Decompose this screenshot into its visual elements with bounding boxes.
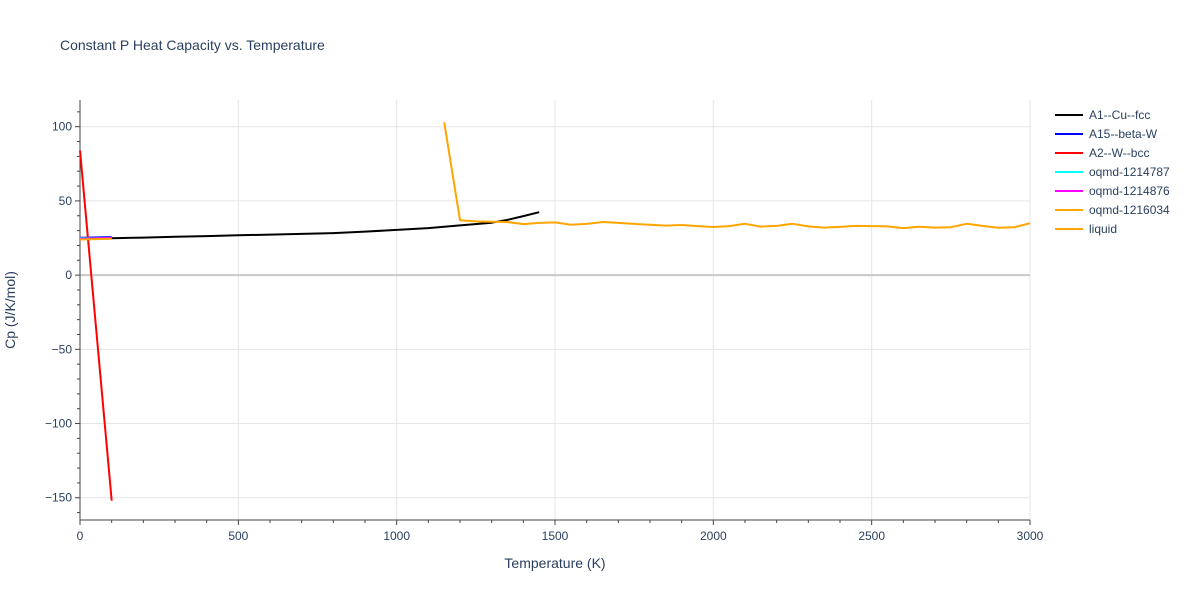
axes: 0 500 1000 1500 2000 2500 3000100500−50−100−15… <box>45 100 1044 543</box>
series-line-oqmd-1216034 <box>79 237 112 241</box>
x-tick-label: 2500 <box>858 529 885 543</box>
series-group <box>79 122 1031 501</box>
legend-item-label: oqmd-1216034 <box>1089 203 1170 217</box>
legend-item-label: A15--beta-W <box>1089 127 1158 141</box>
series-line-liquid <box>443 122 1031 230</box>
x-tick-label: 2000 <box>700 529 727 543</box>
y-tick-label: 100 <box>52 120 72 134</box>
x-tick-label: 1500 <box>542 529 569 543</box>
series-line-A2--W--bcc <box>79 150 113 501</box>
legend-item-label: oqmd-1214787 <box>1089 165 1170 179</box>
legend-item-label: oqmd-1214876 <box>1089 184 1170 198</box>
legend-item-label: A2--W--bcc <box>1089 146 1149 160</box>
chart-title: Constant P Heat Capacity vs. Temperature <box>60 37 325 53</box>
y-axis-title: Cp (J/K/mol) <box>2 271 18 349</box>
y-tick-label: 50 <box>59 194 73 208</box>
y-tick-label: −150 <box>45 491 72 505</box>
legend: A1--Cu--fcc A15--beta-W A2--W--bcc oqmd-121… <box>1055 108 1170 236</box>
grid <box>80 100 1031 520</box>
y-tick-label: −50 <box>52 342 73 356</box>
y-tick-label: −100 <box>45 417 72 431</box>
x-tick-label: 3000 <box>1017 529 1044 543</box>
y-tick-label: 0 <box>65 268 72 282</box>
x-tick-label: 1000 <box>383 529 410 543</box>
legend-item-label: liquid <box>1089 222 1117 236</box>
legend-item-label: A1--Cu--fcc <box>1089 108 1150 122</box>
x-axis-title: Temperature (K) <box>504 555 605 571</box>
x-tick-label: 500 <box>228 529 248 543</box>
x-tick-label: 0 <box>77 529 84 543</box>
